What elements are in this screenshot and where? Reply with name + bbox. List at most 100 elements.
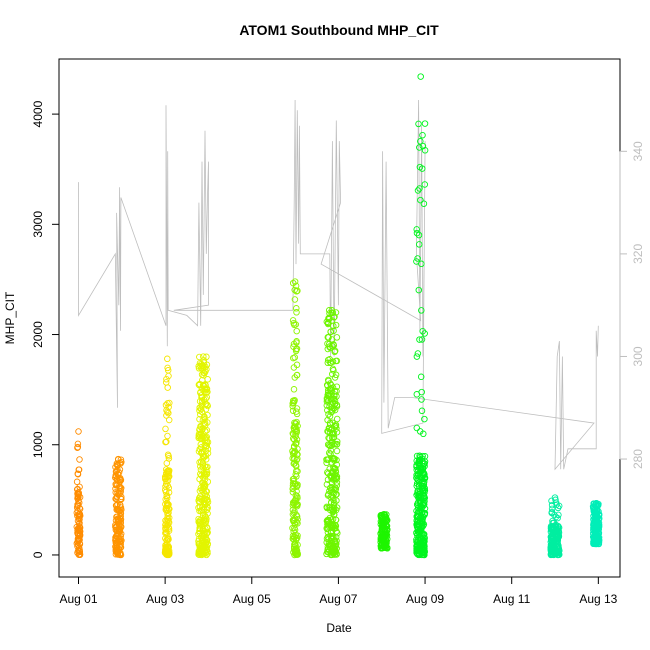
data-point [165,452,172,460]
data-point [197,405,205,413]
x-tick-label: Aug 05 [233,592,271,606]
y-tick-label: 1000 [31,431,45,458]
data-point [117,512,124,520]
data-point [592,499,600,507]
data-point [195,363,202,370]
data-point [291,286,298,294]
data-point [202,382,209,389]
data-point [162,525,169,532]
data-point [112,472,119,479]
data-point [323,459,330,467]
data-point [196,426,203,434]
data-point [196,550,204,558]
data-point [203,536,211,544]
data-point [414,528,422,535]
data-point [420,551,428,559]
data-point [327,381,335,389]
data-point [164,432,171,440]
data-point [163,477,170,485]
data-point [198,394,205,401]
data-point [324,391,331,399]
data-point [165,489,173,496]
data-point [200,531,208,538]
data-point [421,487,428,495]
data-point [595,523,602,531]
data-point [114,550,121,557]
data-point [114,489,121,497]
data-point [555,551,563,558]
data-point [290,475,298,483]
data-point [74,440,82,448]
data-point [332,486,339,494]
data-point [163,375,170,383]
data-point [332,465,339,472]
data-point [201,441,209,449]
data-point [413,424,421,432]
data-point [413,226,420,233]
data-point [323,456,330,463]
data-point [292,440,299,447]
data-point [413,229,421,237]
data-point [381,519,389,526]
data-point [594,514,601,521]
data-point [289,506,297,514]
data-point [328,438,336,445]
data-point [200,357,208,364]
data-point [164,400,171,407]
data-point [324,516,332,524]
data-point [324,548,331,556]
data-point [330,549,338,556]
data-point [293,327,300,335]
y2-tick-label: 280 [631,449,645,469]
data-point [75,428,82,435]
data-point [76,456,83,463]
data-point [380,510,388,518]
data-point [330,508,337,515]
data-point [416,428,424,435]
data-point [74,501,81,508]
data-point [162,506,170,514]
data-point [197,441,205,448]
data-point [289,482,297,489]
data-point [164,408,171,415]
data-point [551,494,559,501]
data-point [590,508,598,515]
data-point [331,499,338,507]
data-point [327,359,334,367]
data-point [331,391,338,398]
data-point [117,485,125,493]
data-point [162,496,169,503]
data-point [377,530,385,538]
data-point [202,406,210,413]
data-point [203,515,210,523]
data-point [330,429,337,437]
x-tick-label: Aug 13 [579,592,617,606]
x-axis: Aug 01 Aug 03 Aug 05 Aug 07 Aug 09 Aug 11 Aug … [59,576,618,606]
data-point [328,336,336,343]
y2-tick-label: 300 [631,346,645,366]
data-point [595,511,603,518]
data-point [197,544,205,551]
data-point [76,540,84,548]
data-point [414,255,421,262]
data-point [421,538,428,545]
data-point [333,447,341,455]
data-point [294,550,301,557]
data-point [324,533,332,541]
data-point [164,536,172,543]
data-point [165,523,172,531]
x-tick-label: Aug 11 [493,592,530,606]
data-point [378,535,386,543]
data-point [165,403,172,411]
data-point [383,538,390,546]
data-point [290,509,298,517]
data-point [419,142,427,150]
data-point [384,545,391,552]
data-point [327,548,335,556]
data-point [416,144,423,151]
data-point [549,523,557,531]
data-point [165,484,173,492]
data-point [202,452,210,459]
data-point [547,545,555,552]
